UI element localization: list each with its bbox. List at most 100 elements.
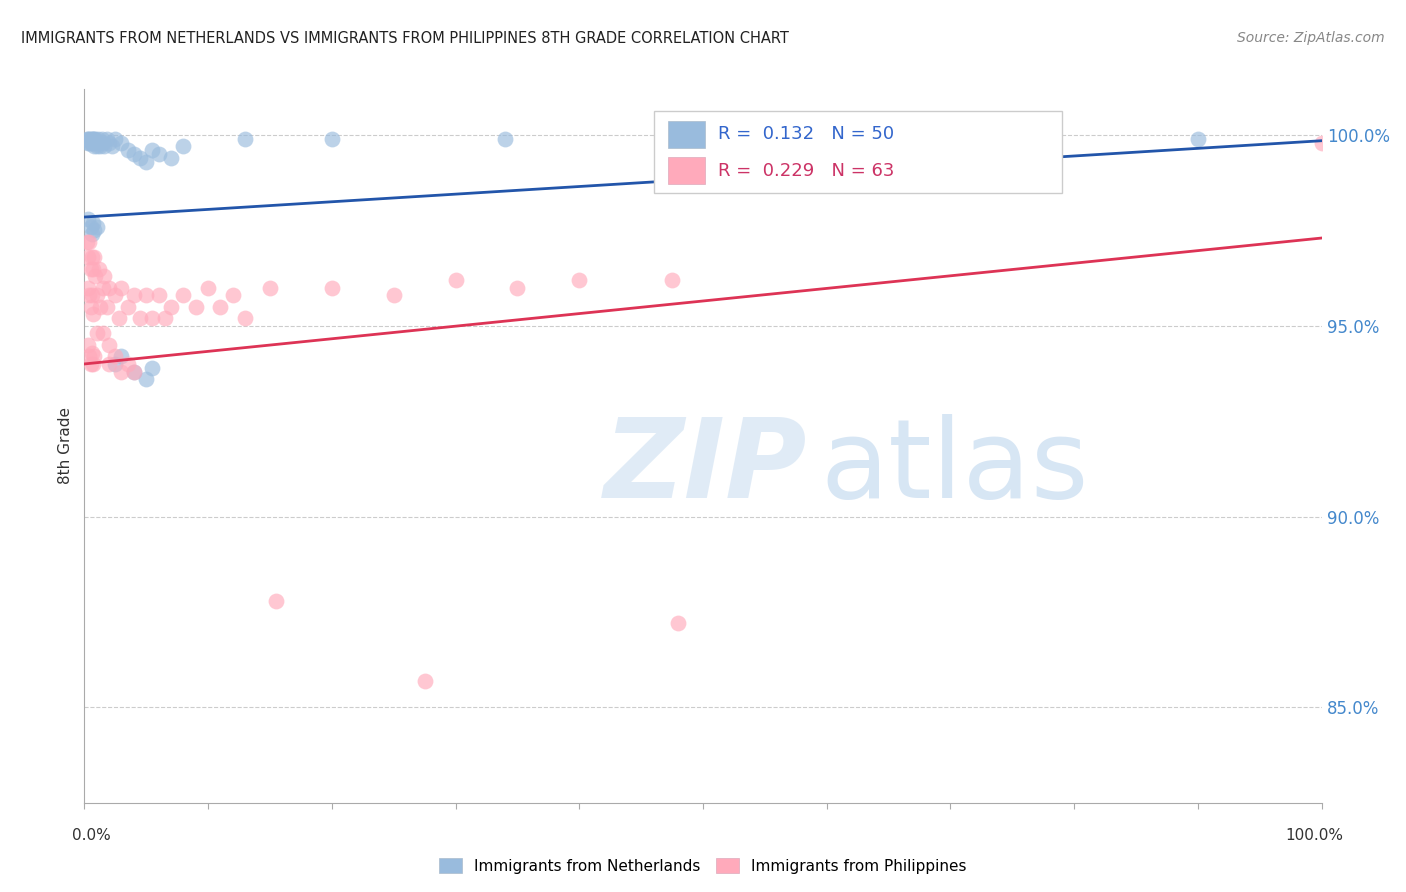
Point <box>117 143 139 157</box>
Point <box>160 300 183 314</box>
Point <box>122 365 145 379</box>
Point <box>197 280 219 294</box>
Point <box>80 345 103 359</box>
Point <box>129 311 152 326</box>
Point <box>76 132 98 146</box>
Point <box>108 311 131 326</box>
Point <box>1187 132 1209 146</box>
Point <box>84 132 107 146</box>
Point <box>83 139 105 153</box>
Point <box>82 261 104 276</box>
Point <box>83 223 105 237</box>
Point <box>122 365 145 379</box>
Y-axis label: 8th Grade: 8th Grade <box>58 408 73 484</box>
Point <box>82 132 104 146</box>
Point <box>160 151 183 165</box>
Point <box>77 338 100 352</box>
Point <box>104 288 127 302</box>
Point <box>86 136 108 150</box>
Point <box>494 132 516 146</box>
Point <box>666 616 689 631</box>
FancyBboxPatch shape <box>654 111 1062 193</box>
Point <box>83 132 105 146</box>
Point <box>80 132 103 146</box>
Point <box>79 300 101 314</box>
Point <box>87 132 110 146</box>
Point <box>77 132 100 146</box>
Point <box>89 300 111 314</box>
Point <box>100 139 122 153</box>
Point <box>82 136 104 150</box>
Point <box>104 349 127 363</box>
Point <box>321 132 343 146</box>
Point <box>135 288 157 302</box>
Point <box>90 132 112 146</box>
Point <box>98 357 121 371</box>
Point <box>264 593 287 607</box>
Point <box>89 136 111 150</box>
Point <box>82 357 104 371</box>
Point <box>117 300 139 314</box>
Point <box>122 288 145 302</box>
Point <box>444 273 467 287</box>
Point <box>79 261 101 276</box>
Text: ZIP: ZIP <box>605 414 807 521</box>
Point <box>83 349 105 363</box>
Point <box>77 136 100 150</box>
Point <box>80 250 103 264</box>
Point <box>98 280 121 294</box>
Point <box>79 235 101 249</box>
Bar <box>668 120 706 148</box>
Point <box>148 288 170 302</box>
Text: IMMIGRANTS FROM NETHERLANDS VS IMMIGRANTS FROM PHILIPPINES 8TH GRADE CORRELATION: IMMIGRANTS FROM NETHERLANDS VS IMMIGRANT… <box>21 31 789 46</box>
Point <box>96 132 118 146</box>
Point <box>141 360 163 375</box>
Point <box>141 143 163 157</box>
Point <box>148 147 170 161</box>
Point <box>135 372 157 386</box>
Point <box>77 211 100 226</box>
Point <box>79 349 101 363</box>
Point <box>413 673 436 688</box>
Point <box>80 288 103 302</box>
Text: R =  0.229   N = 63: R = 0.229 N = 63 <box>718 161 894 179</box>
Point <box>233 132 256 146</box>
Point <box>1310 136 1333 150</box>
Point <box>506 280 529 294</box>
Point <box>110 365 132 379</box>
Text: 0.0%: 0.0% <box>72 828 111 843</box>
Point <box>141 311 163 326</box>
Point <box>79 288 101 302</box>
Point <box>104 132 127 146</box>
Text: atlas: atlas <box>821 414 1090 521</box>
Point <box>79 132 101 146</box>
Point <box>79 357 101 371</box>
Point <box>76 235 98 249</box>
Point <box>91 280 114 294</box>
Point <box>382 288 405 302</box>
Point <box>568 273 591 287</box>
Point <box>80 227 103 242</box>
Point <box>91 136 114 150</box>
Point <box>79 136 101 150</box>
Text: R =  0.132   N = 50: R = 0.132 N = 50 <box>718 125 894 143</box>
Point <box>83 250 105 264</box>
Point <box>93 269 115 284</box>
Point <box>122 147 145 161</box>
Text: 100.0%: 100.0% <box>1285 828 1344 843</box>
Point <box>89 139 111 153</box>
Point <box>233 311 256 326</box>
Point <box>96 300 118 314</box>
Point <box>135 154 157 169</box>
Point <box>82 216 104 230</box>
Point <box>93 139 115 153</box>
Text: Source: ZipAtlas.com: Source: ZipAtlas.com <box>1237 31 1385 45</box>
Point <box>172 288 194 302</box>
Point <box>110 349 132 363</box>
Point <box>86 326 108 341</box>
Point <box>86 139 108 153</box>
Point <box>110 280 132 294</box>
Point <box>129 151 152 165</box>
Point <box>222 288 245 302</box>
Point <box>77 280 100 294</box>
